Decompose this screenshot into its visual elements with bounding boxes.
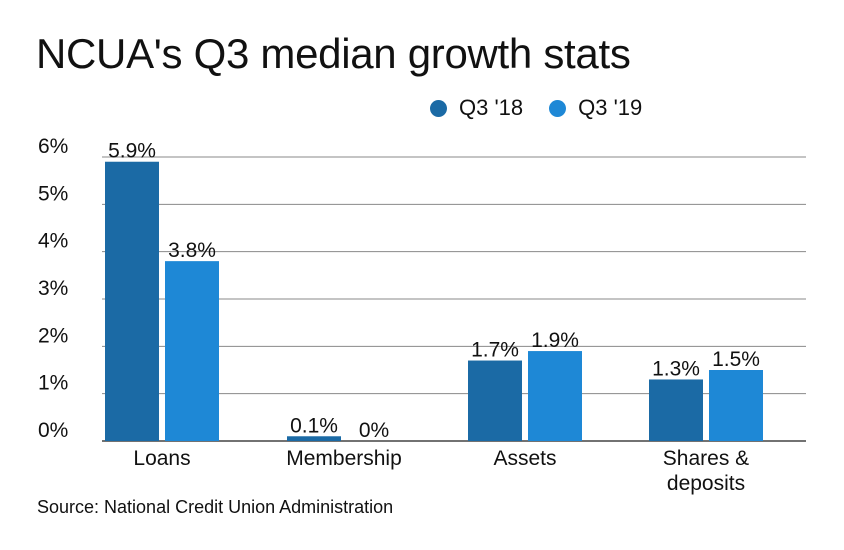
x-tick-label: deposits	[667, 472, 745, 495]
x-tick-label: Assets	[493, 447, 556, 470]
legend-swatch-q3-18	[430, 99, 447, 117]
y-tick-label: 2%	[38, 324, 68, 347]
legend-label-q3-19: Q3 '19	[578, 95, 643, 120]
y-tick-label: 6%	[38, 135, 68, 158]
data-label: 1.9%	[531, 329, 579, 352]
y-tick-label: 0%	[38, 419, 68, 442]
y-tick-label: 1%	[38, 372, 68, 395]
legend-item-q3-19: Q3 '19	[549, 95, 642, 121]
legend-label-q3-18: Q3 '18	[459, 95, 524, 120]
data-label: 0%	[359, 419, 389, 442]
data-label: 3.8%	[168, 239, 216, 262]
y-tick-label: 5%	[38, 182, 68, 205]
bar	[649, 379, 703, 441]
y-tick-label: 4%	[38, 230, 68, 253]
x-tick-label: Shares &	[663, 447, 749, 470]
data-label: 1.3%	[652, 357, 700, 380]
legend-swatch-q3-19	[549, 99, 567, 117]
x-tick-label: Membership	[286, 447, 402, 470]
data-label: 1.5%	[712, 348, 760, 371]
legend-item-q3-18: Q3 '18	[430, 95, 523, 121]
bar	[287, 436, 341, 441]
source-note: Source: National Credit Union Administra…	[37, 497, 394, 517]
bar	[468, 360, 522, 441]
data-label: 1.7%	[471, 339, 519, 362]
x-tick-label: Loans	[133, 447, 190, 470]
legend: Q3 '18 Q3 '19	[430, 95, 668, 121]
data-label: 5.9%	[108, 140, 156, 163]
bar	[105, 161, 159, 441]
bar	[528, 351, 582, 441]
data-label: 0.1%	[290, 414, 338, 437]
chart-title: NCUA's Q3 median growth stats	[36, 30, 631, 77]
y-tick-label: 3%	[38, 277, 68, 300]
bar	[709, 370, 763, 441]
bar	[165, 261, 219, 441]
